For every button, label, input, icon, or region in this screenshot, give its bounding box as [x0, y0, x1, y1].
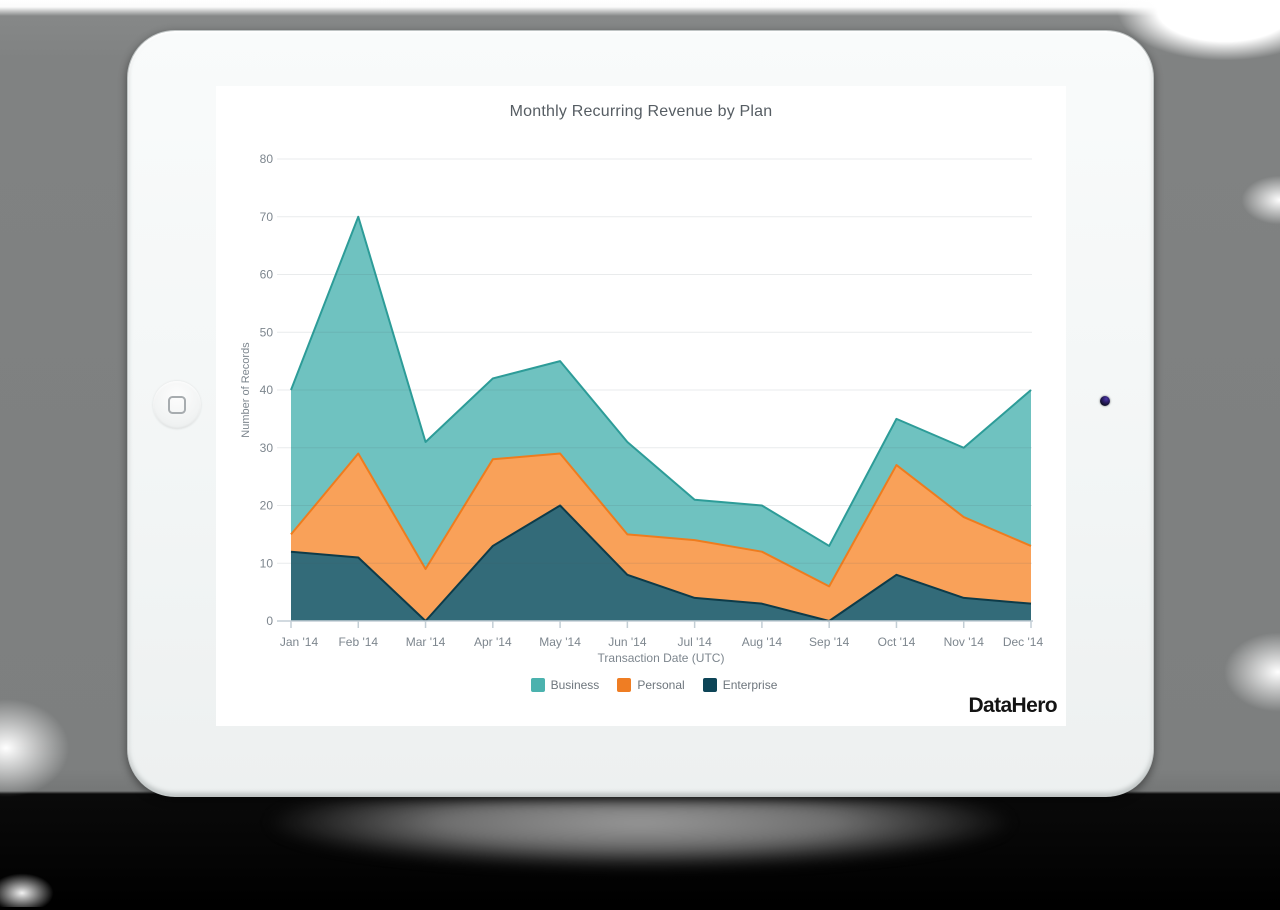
legend-label-business: Business [550, 678, 600, 692]
x-tick-label: May '14 [539, 635, 581, 649]
x-tick-label: Jul '14 [677, 635, 712, 649]
y-tick-label: 10 [260, 556, 274, 570]
x-tick-label: Nov '14 [944, 635, 985, 649]
area-outline-business [290, 215, 1032, 547]
y-tick-label: 20 [260, 499, 274, 513]
y-tick-label: 80 [260, 152, 274, 166]
area-enterprise[interactable] [291, 505, 1031, 622]
x-tick-label: Oct '14 [878, 635, 916, 649]
tablet-frame: Monthly Recurring Revenue by Plan 0 10 20 3… [127, 30, 1154, 797]
y-tick-label: 50 [260, 325, 274, 339]
home-button-icon [168, 396, 186, 414]
y-tick-label: 60 [260, 268, 274, 282]
legend-item-personal[interactable]: Personal [617, 678, 685, 692]
x-tick-label: Mar '14 [406, 635, 446, 649]
legend-label-enterprise: Enterprise [722, 678, 778, 692]
area-outline-enterprise [290, 504, 1032, 622]
x-axis-title: Transaction Date (UTC) [597, 651, 725, 665]
x-tick-label: Apr '14 [474, 635, 512, 649]
area-chart: 0 10 20 30 40 50 60 70 80 Jan '14 Feb '14 Mar '14 Ap… [260, 152, 1044, 649]
chart-legend: Business Personal Enterprise [229, 678, 1079, 692]
x-tick-label: Sep '14 [809, 635, 850, 649]
legend-item-business[interactable]: Business [530, 678, 600, 692]
area-outline-personal [290, 452, 1032, 588]
legend-swatch-personal [617, 678, 632, 692]
x-tick-label: Jan '14 [280, 635, 319, 649]
chart-card: Monthly Recurring Revenue by Plan 0 10 20 3… [216, 86, 1066, 726]
legend-item-enterprise[interactable]: Enterprise [702, 678, 778, 692]
y-tick-label: 30 [260, 441, 274, 455]
x-tick-label: Aug '14 [742, 635, 783, 649]
y-tick-label: 0 [266, 614, 273, 628]
x-tick-label: Dec '14 [1003, 635, 1044, 649]
x-tick-label: Jun '14 [608, 635, 647, 649]
y-tick-label: 40 [260, 383, 274, 397]
front-camera-icon [1100, 396, 1110, 406]
legend-swatch-business [530, 678, 545, 692]
y-tick-label: 70 [260, 210, 274, 224]
chart-title: Monthly Recurring Revenue by Plan [509, 103, 773, 120]
y-axis-title: Number of Records [240, 342, 252, 438]
legend-label-personal: Personal [637, 678, 685, 692]
tablet-reflection [160, 798, 1120, 910]
x-tick-label: Feb '14 [338, 635, 378, 649]
home-button[interactable] [153, 381, 201, 429]
datahero-logo: DataHero [968, 694, 1057, 717]
legend-swatch-enterprise [702, 678, 717, 692]
